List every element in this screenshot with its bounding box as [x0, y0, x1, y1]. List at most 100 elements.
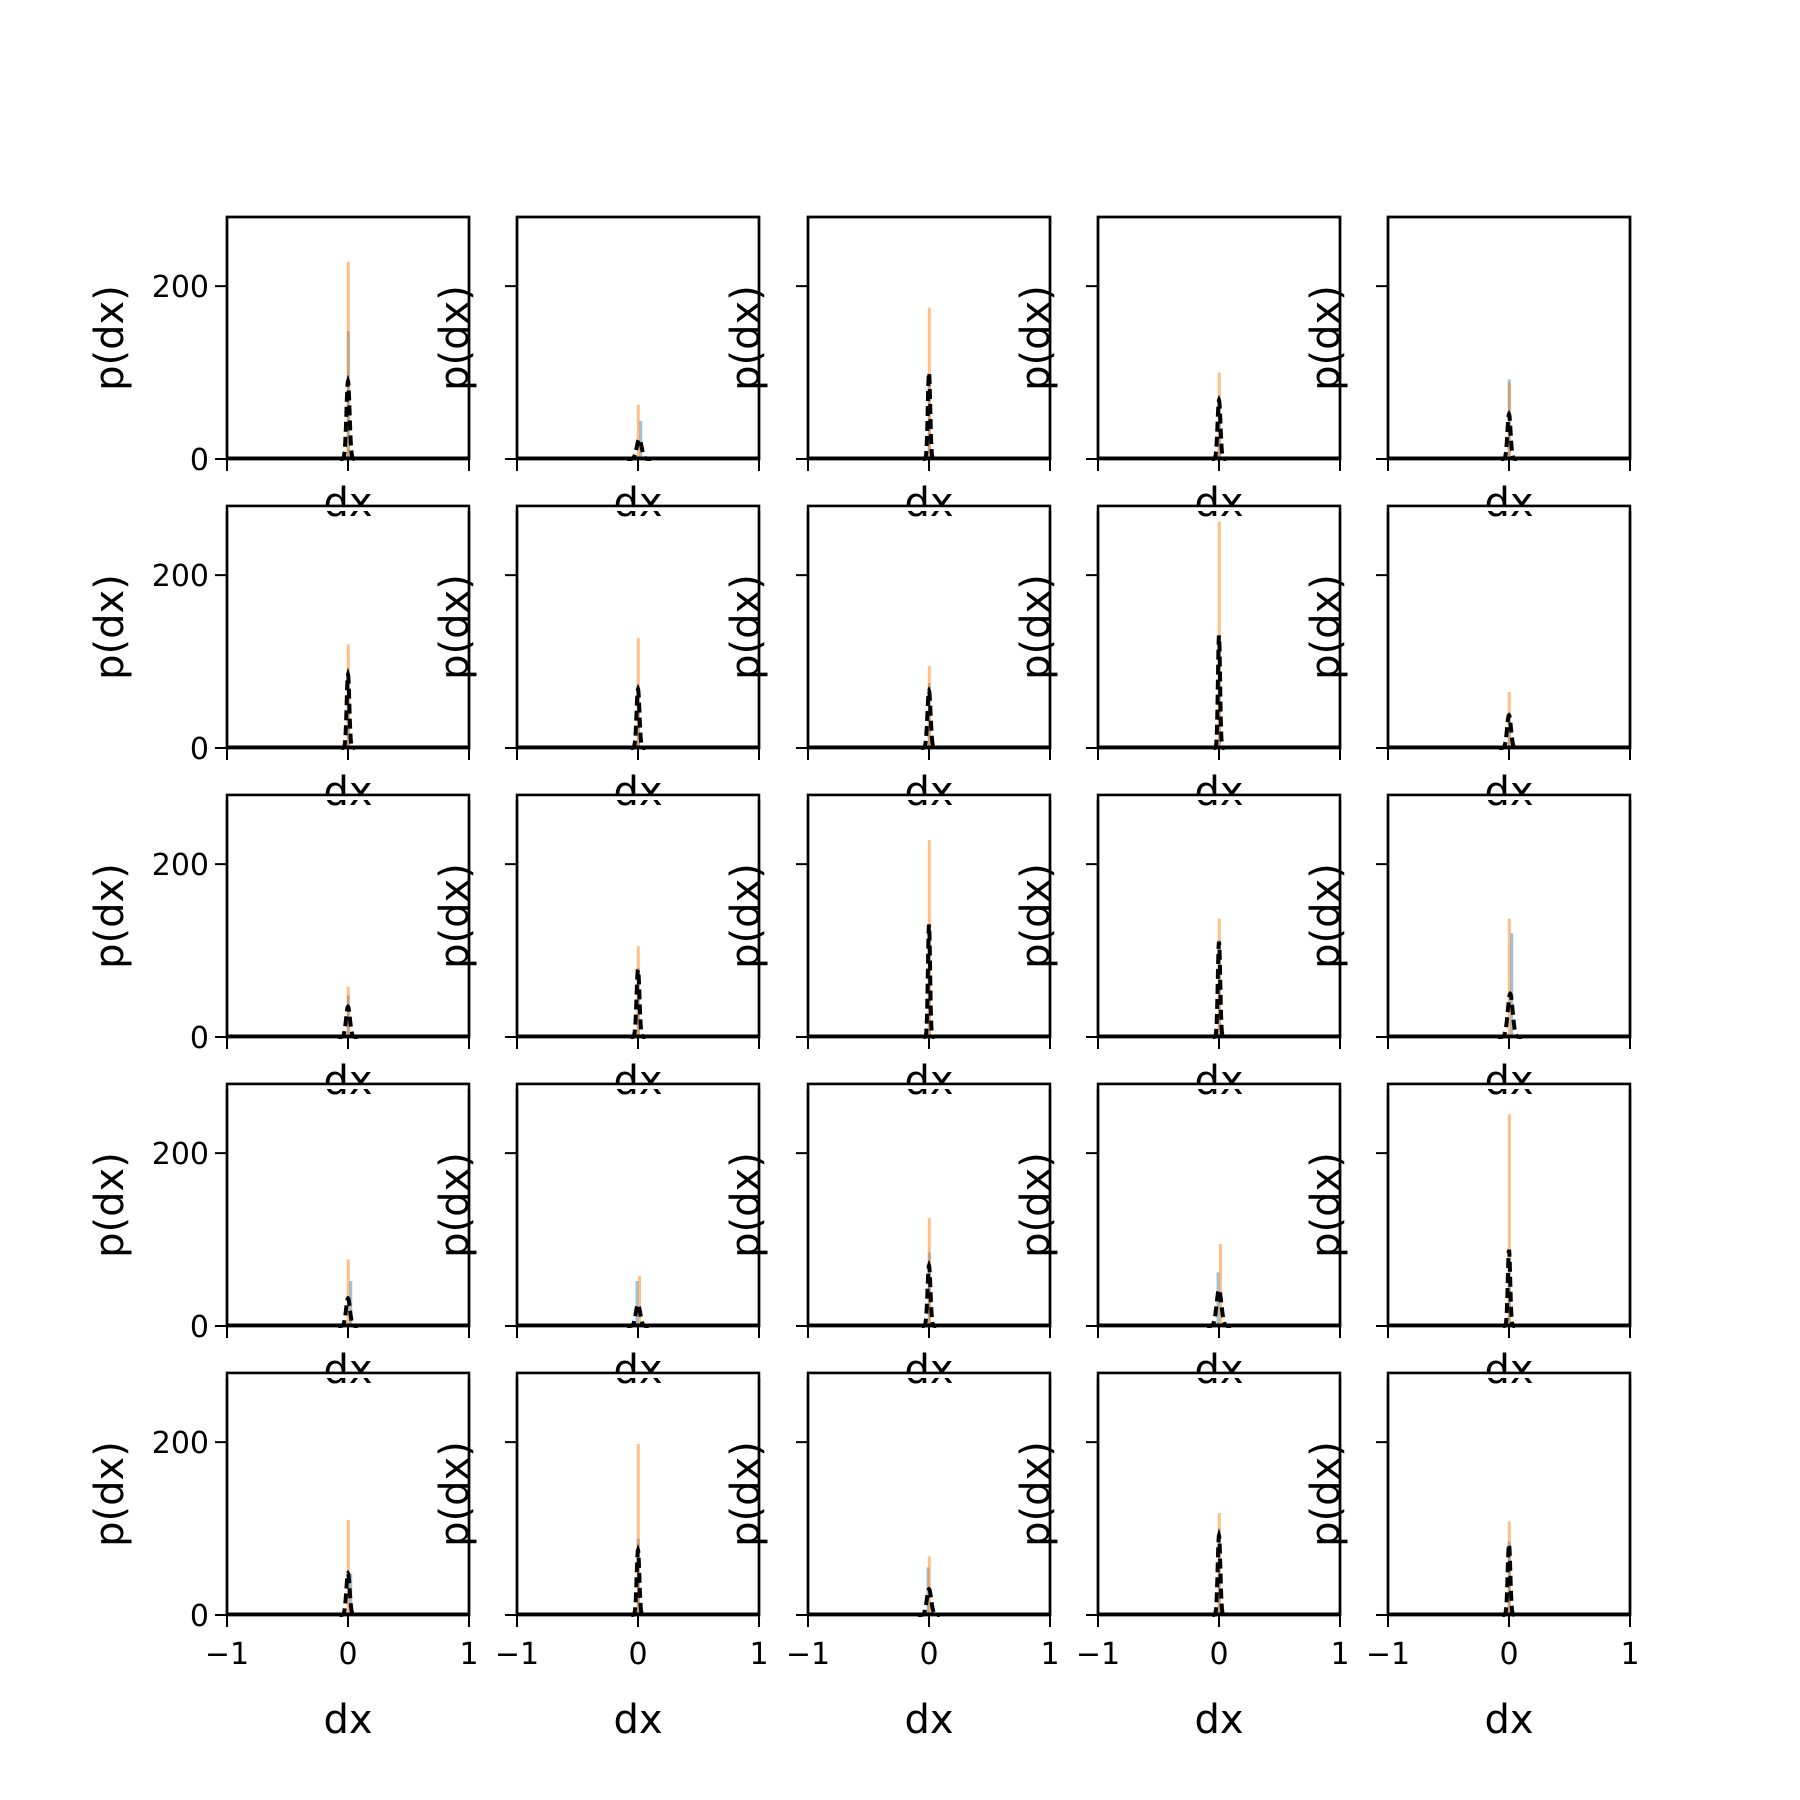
- panel-frame-overlay: [806, 504, 1052, 750]
- y-axis-title: p(dx): [432, 285, 478, 391]
- panel-0-4: dx p(dx): [1303, 215, 1632, 526]
- y-axis-title: p(dx): [432, 1152, 478, 1258]
- panel-frame-overlay: [515, 1082, 761, 1328]
- label-clip-strip: [222, 505, 474, 511]
- panel-frame-overlay: [515, 504, 761, 750]
- y-axis-title: p(dx): [1013, 285, 1059, 391]
- label-clip-strip: [803, 1372, 1055, 1378]
- x-axis-title: dx: [613, 1697, 662, 1743]
- y-tick-label: 200: [152, 270, 209, 305]
- x-axis-title: dx: [904, 1058, 953, 1104]
- x-axis-title: dx: [1194, 1697, 1243, 1743]
- panel-frame-overlay: [806, 215, 1052, 461]
- label-clip-strip: [803, 794, 1055, 800]
- y-axis-title: p(dx): [723, 863, 769, 969]
- y-axis-title: p(dx): [1013, 863, 1059, 969]
- y-axis-title: p(dx): [1013, 574, 1059, 680]
- orange-hist-bar: [346, 261, 350, 459]
- x-tick-label: 0: [628, 1637, 647, 1672]
- x-tick-label: 0: [338, 1637, 357, 1672]
- y-axis-title: p(dx): [87, 863, 133, 969]
- panel-frame-overlay: [1096, 1371, 1342, 1617]
- panel-frame-overlay: [1096, 1082, 1342, 1328]
- panel-4-4: −1 0 1 dx p(dx): [1303, 1371, 1640, 1743]
- blue-hist-bar: [635, 1281, 639, 1326]
- x-axis-title: dx: [323, 1697, 372, 1743]
- label-clip-strip: [803, 505, 1055, 511]
- panel-frame-overlay: [1386, 504, 1632, 750]
- label-clip-strip: [1383, 505, 1635, 511]
- panel-frame-overlay: [515, 1371, 761, 1617]
- label-clip-strip: [1093, 794, 1345, 800]
- orange-hist-bar: [1219, 1243, 1222, 1326]
- panel-2-3: dx p(dx): [1013, 793, 1342, 1104]
- y-axis-title: p(dx): [87, 574, 133, 680]
- label-clip-strip: [222, 794, 474, 800]
- panel-frame-overlay: [806, 1371, 1052, 1617]
- x-tick-label: −1: [1366, 1637, 1410, 1672]
- panel-frame-overlay: [225, 1082, 471, 1328]
- y-axis-title: p(dx): [87, 1441, 133, 1547]
- panel-frame-overlay: [806, 1082, 1052, 1328]
- y-tick-label: 200: [152, 1137, 209, 1172]
- panel-frame-overlay: [515, 215, 761, 461]
- x-axis-title: dx: [323, 1058, 372, 1104]
- x-axis-title: dx: [323, 480, 372, 526]
- x-axis-title: dx: [323, 1347, 372, 1393]
- x-tick-label: 1: [749, 1637, 768, 1672]
- x-axis-title: dx: [613, 480, 662, 526]
- panel-frame-overlay: [515, 793, 761, 1039]
- orange-hist-bar: [346, 986, 350, 1037]
- label-clip-strip: [1093, 505, 1345, 511]
- x-axis-title: dx: [1194, 1347, 1243, 1393]
- y-axis-title: p(dx): [1013, 1152, 1059, 1258]
- y-axis-title: p(dx): [87, 1152, 133, 1258]
- x-axis-title: dx: [1484, 1697, 1533, 1743]
- y-tick-label: 200: [152, 848, 209, 883]
- x-axis-title: dx: [613, 769, 662, 815]
- label-clip-strip: [1093, 1372, 1345, 1378]
- label-clip-strip: [512, 1372, 764, 1378]
- x-axis-title: dx: [904, 1347, 953, 1393]
- orange-hist-bar: [1217, 521, 1221, 748]
- orange-hist-bar: [1507, 382, 1511, 459]
- x-axis-title: dx: [613, 1058, 662, 1104]
- x-tick-label: −1: [786, 1637, 830, 1672]
- label-clip-strip: [803, 1083, 1055, 1089]
- x-axis-title: dx: [904, 480, 953, 526]
- x-tick-label: 0: [1499, 1637, 1518, 1672]
- panel-frame-overlay: [1096, 504, 1342, 750]
- panel-frame-overlay: [225, 793, 471, 1039]
- label-clip-strip: [222, 1083, 474, 1089]
- x-axis-title: dx: [1484, 1058, 1533, 1104]
- panel-frame-overlay: [1386, 793, 1632, 1039]
- y-tick-label: 0: [190, 443, 209, 478]
- y-tick-label: 0: [190, 1310, 209, 1345]
- label-clip-strip: [512, 1083, 764, 1089]
- x-tick-label: −1: [495, 1637, 539, 1672]
- x-axis-title: dx: [1194, 1058, 1243, 1104]
- label-clip-strip: [1383, 794, 1635, 800]
- orange-hist-bar: [1507, 1114, 1511, 1326]
- y-axis-title: p(dx): [87, 285, 133, 391]
- panel-frame-overlay: [1386, 215, 1632, 461]
- y-tick-label: 200: [152, 559, 209, 594]
- orange-hist-bar: [1507, 918, 1511, 1037]
- x-tick-label: −1: [1076, 1637, 1120, 1672]
- orange-hist-bar: [636, 1443, 640, 1615]
- x-axis-title: dx: [1194, 769, 1243, 815]
- x-tick-label: 0: [919, 1637, 938, 1672]
- x-tick-label: −1: [205, 1637, 249, 1672]
- y-axis-title: p(dx): [432, 1441, 478, 1547]
- x-tick-label: 1: [1620, 1637, 1639, 1672]
- x-axis-title: dx: [323, 769, 372, 815]
- x-axis-title: dx: [613, 1347, 662, 1393]
- y-tick-label: 0: [190, 1021, 209, 1056]
- orange-hist-bar: [346, 1519, 350, 1615]
- panel-frame-overlay: [1096, 215, 1342, 461]
- panel-frame-overlay: [225, 504, 471, 750]
- panel-frame-overlay: [806, 793, 1052, 1039]
- y-axis-title: p(dx): [1303, 1152, 1349, 1258]
- y-tick-label: 200: [152, 1426, 209, 1461]
- label-clip-strip: [512, 794, 764, 800]
